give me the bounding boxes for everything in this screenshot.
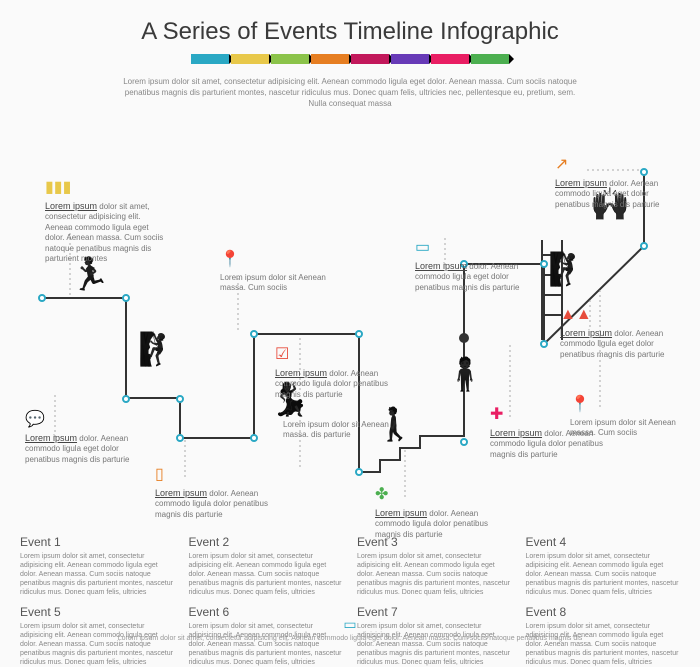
- callout-body: Lorem ipsum dolor sit Aenean massa. Cum …: [220, 273, 326, 292]
- event-title: Event 4: [526, 535, 681, 551]
- callout-label: ✤Lorem ipsum dolor. Aenean commodo ligul…: [375, 485, 495, 540]
- event-title: Event 1: [20, 535, 175, 551]
- callout-heading: Lorem ipsum: [560, 328, 612, 338]
- event-body: Lorem ipsum dolor sit amet, consectetur …: [357, 552, 512, 597]
- intro-text: Lorem ipsum dolor sit amet, consectetur …: [0, 64, 700, 122]
- figure-climber: 🧗: [138, 330, 178, 368]
- event-item: Event 2Lorem ipsum dolor sit amet, conse…: [189, 535, 344, 597]
- timeline-node: [176, 395, 184, 403]
- callout-label: ☑Lorem ipsum dolor. Aenean commodo ligul…: [275, 345, 395, 400]
- event-item: Event 1Lorem ipsum dolor sit amet, conse…: [20, 535, 175, 597]
- callout-label: ▯Lorem ipsum dolor. Aenean commodo ligul…: [155, 465, 275, 520]
- pin-icon: 📍: [220, 250, 340, 271]
- timeline-node: [355, 468, 363, 476]
- arrow-segment: .arrow[style*="#e8c84a"]::after{border-l…: [231, 54, 269, 64]
- arrow-segment: .arrow[style*="#673ab7"]::after{border-l…: [391, 54, 429, 64]
- callout-heading: Lorem ipsum: [415, 261, 467, 271]
- figure-rope: 🧍: [445, 355, 485, 393]
- event-title: Event 3: [357, 535, 512, 551]
- timeline-node: [355, 330, 363, 338]
- timeline-node: [122, 294, 130, 302]
- timeline-node: [540, 260, 548, 268]
- chat-icon: 💬: [25, 410, 145, 431]
- bars-icon: ▮▮▮: [45, 178, 165, 199]
- event-item: Event 4Lorem ipsum dolor sit amet, conse…: [526, 535, 681, 597]
- callout-heading: Lorem ipsum: [155, 488, 207, 498]
- phone-icon: ▯: [155, 465, 275, 486]
- callout-heading: Lorem ipsum: [375, 508, 427, 518]
- events-grid: Event 1Lorem ipsum dolor sit amet, conse…: [20, 535, 680, 667]
- callout-label: ↗Lorem ipsum dolor. Aenean commodo ligul…: [555, 155, 675, 210]
- tree-icon: ✤: [375, 485, 495, 506]
- event-title: Event 2: [189, 535, 344, 551]
- arrow-divider: .arrow[style*="#2aa8c4"]::after{border-l…: [0, 54, 700, 64]
- arrow-segment: .arrow[style*="#e91e63"]::after{border-l…: [431, 54, 469, 64]
- timeline-canvas: 🏃🧗💃🚶🧍🧗🙌 ▮▮▮Lorem ipsum dolor sit amet, c…: [0, 130, 700, 530]
- timeline-node: [640, 242, 648, 250]
- callout-body: Lorem ipsum dolor sit Aenean massa. dis …: [283, 420, 389, 439]
- callout-heading: Lorem ipsum: [555, 178, 607, 188]
- event-item: Event 3Lorem ipsum dolor sit amet, conse…: [357, 535, 512, 597]
- pin-icon: 📍: [570, 395, 690, 416]
- callout-label: 💬Lorem ipsum dolor. Aenean commodo ligul…: [25, 410, 145, 465]
- figure-ladder: 🧗: [548, 250, 588, 288]
- page-title: A Series of Events Timeline Infographic: [0, 0, 700, 46]
- callout-label: Lorem ipsum dolor sit Aenean massa. dis …: [283, 420, 403, 441]
- callout-label: ▭Lorem ipsum dolor. Aenean commodo ligul…: [415, 238, 535, 293]
- event-body: Lorem ipsum dolor sit amet, consectetur …: [189, 552, 344, 597]
- arrow-segment: .arrow[style*="#c2185b"]::after{border-l…: [351, 54, 389, 64]
- callout-heading: Lorem ipsum: [25, 433, 77, 443]
- timeline-node: [38, 294, 46, 302]
- callout-label: 📍 Lorem ipsum dolor sit Aenean massa. Cum…: [220, 250, 340, 294]
- callout-label: ▮▮▮Lorem ipsum dolor sit amet, consectet…: [45, 178, 165, 264]
- arrow-segment: .arrow[style*="#8bc34a"]::after{border-l…: [271, 54, 309, 64]
- arrow-segment: .arrow[style*="#2aa8c4"]::after{border-l…: [191, 54, 229, 64]
- callout-heading: Lorem ipsum: [45, 201, 97, 211]
- timeline-node: [176, 434, 184, 442]
- arrow-segment: .arrow[style*="#e67e22"]::after{border-l…: [311, 54, 349, 64]
- callout-body: Lorem ipsum dolor sit Aenean massa. Cum …: [570, 418, 676, 437]
- footer-text: Lorem ipsum dolor sit amet, consectetur …: [118, 635, 583, 642]
- laptop-icon: ▭: [0, 616, 700, 633]
- callout-heading: Lorem ipsum: [275, 368, 327, 378]
- timeline-node: [122, 395, 130, 403]
- arrow-up-icon: ↗: [555, 155, 675, 176]
- check-icon: ☑: [275, 345, 395, 366]
- arrow-segment: .arrow[style*="#4caf50"]::after{border-l…: [471, 54, 509, 64]
- timeline-node: [460, 438, 468, 446]
- event-body: Lorem ipsum dolor sit amet, consectetur …: [526, 552, 681, 597]
- callout-label: 📍 Lorem ipsum dolor sit Aenean massa. Cum…: [570, 395, 690, 439]
- callout-heading: Lorem ipsum: [490, 428, 542, 438]
- mountain-icon: ▲▲: [560, 305, 680, 326]
- footer: ▭ Lorem ipsum dolor sit amet, consectetu…: [0, 616, 700, 642]
- event-body: Lorem ipsum dolor sit amet, consectetur …: [20, 552, 175, 597]
- timeline-node: [250, 330, 258, 338]
- laptop-icon: ▭: [415, 238, 535, 259]
- timeline-node: [250, 434, 258, 442]
- timeline-node: [540, 340, 548, 348]
- callout-label: ▲▲Lorem ipsum dolor. Aenean commodo ligu…: [560, 305, 680, 360]
